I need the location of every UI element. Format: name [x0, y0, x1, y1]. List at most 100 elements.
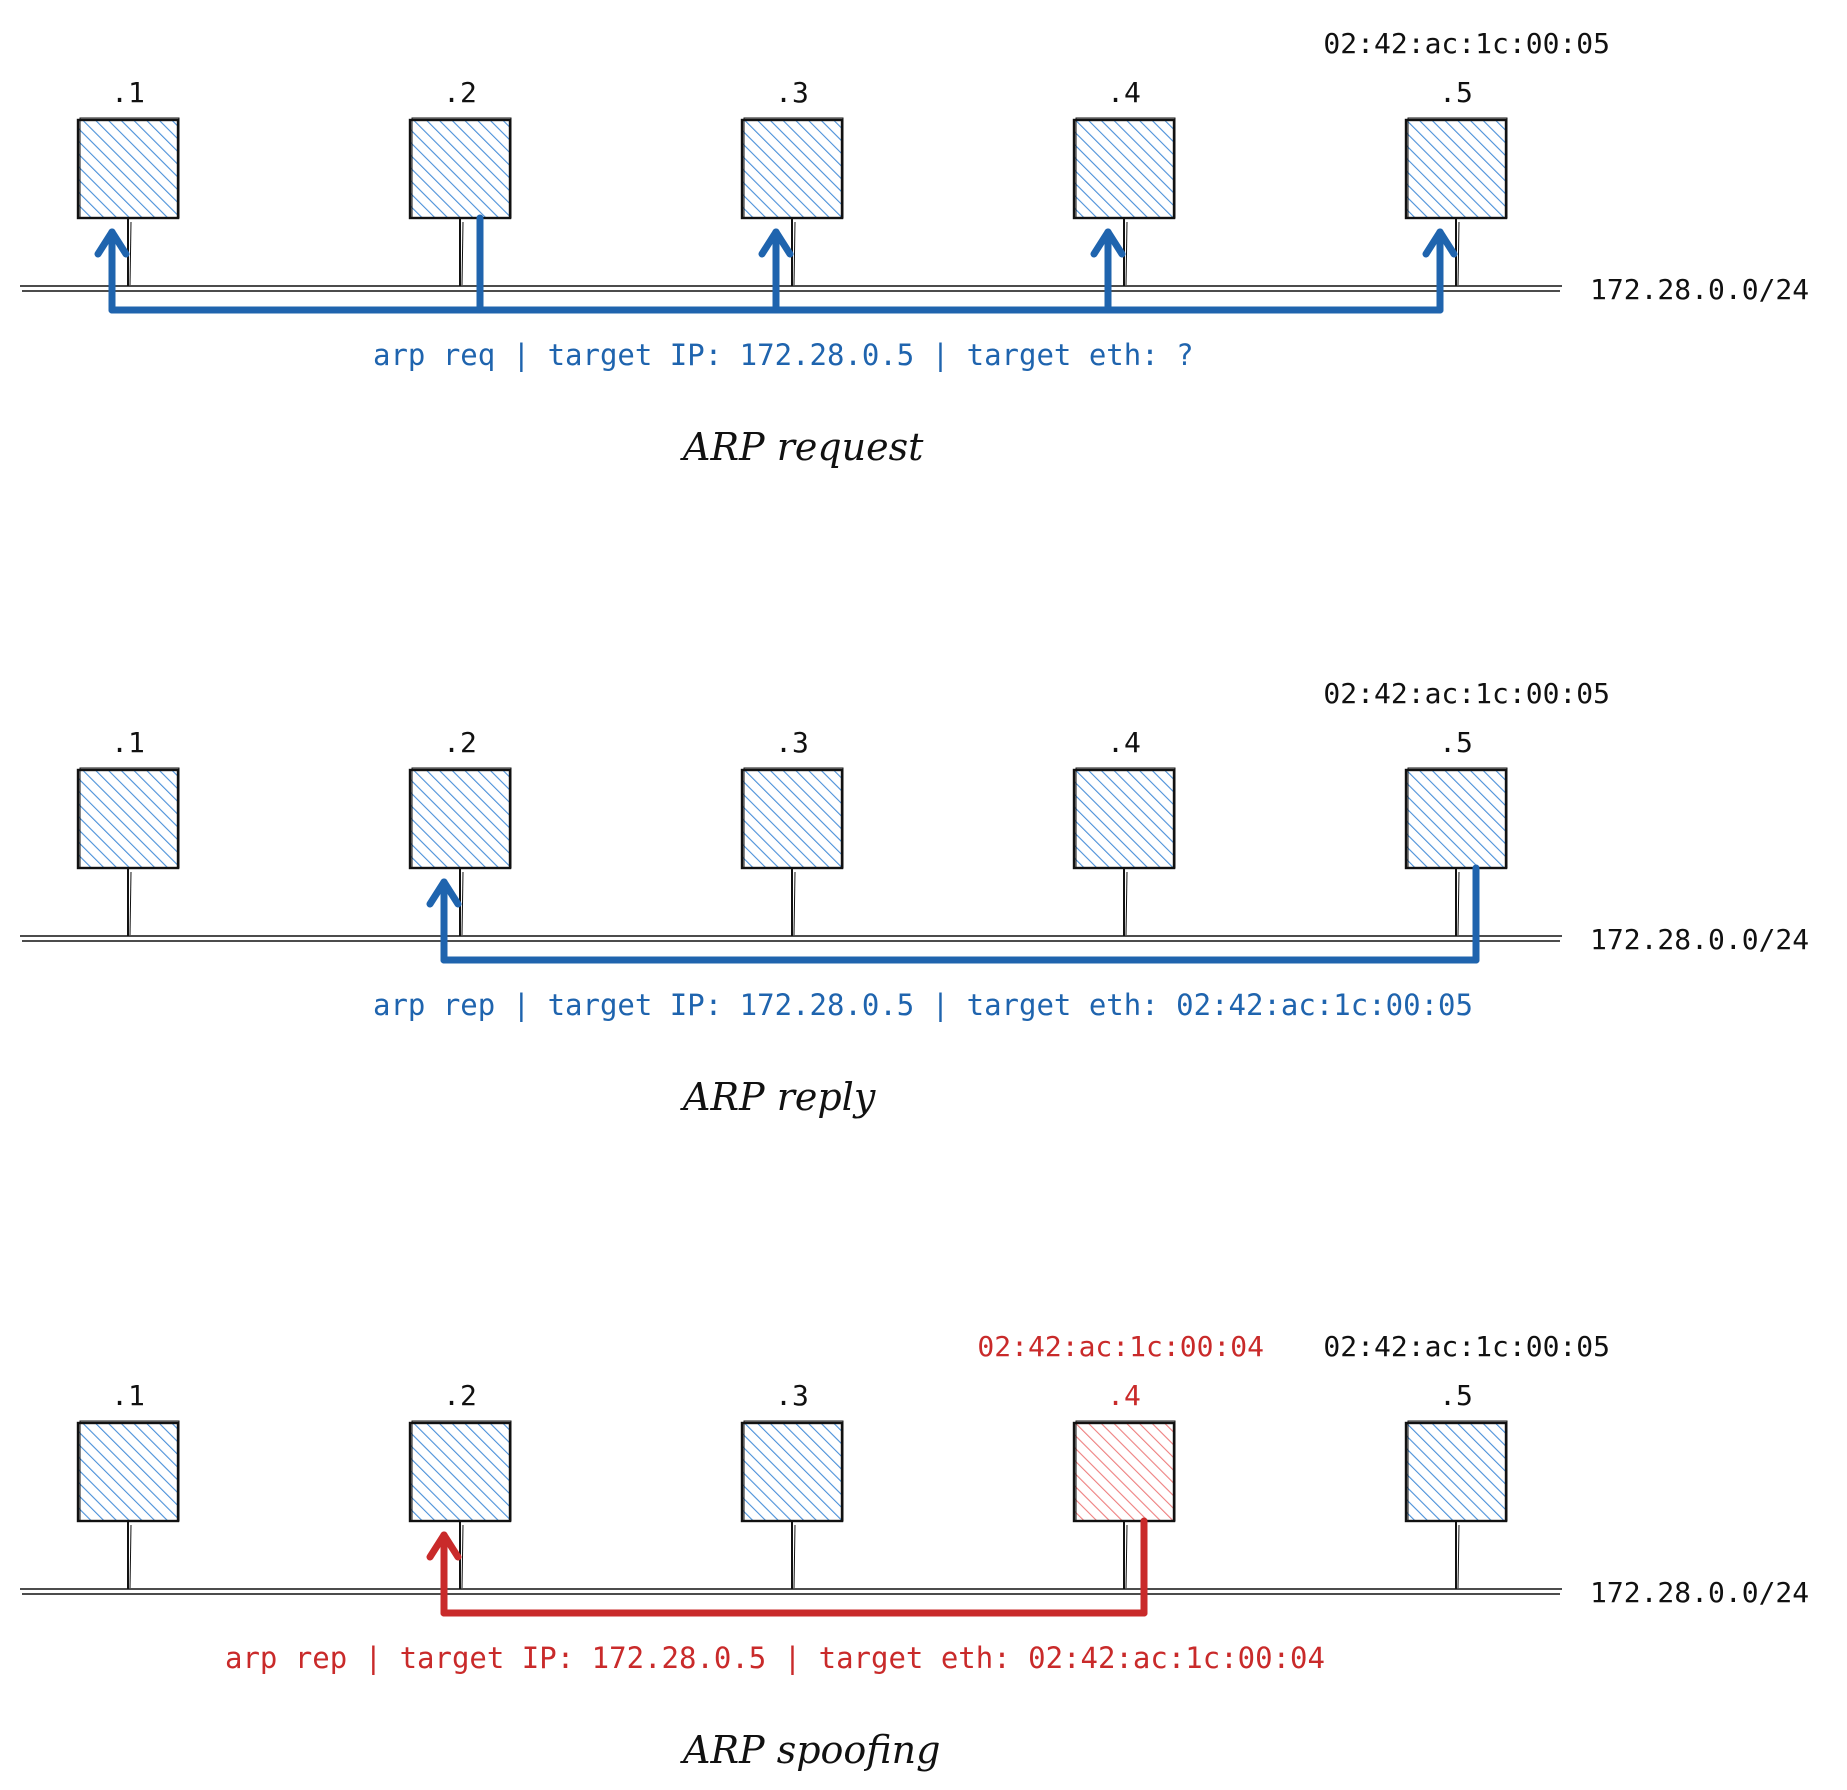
host-box-outline: [411, 1420, 512, 1522]
packet-arrow-head: [426, 1531, 462, 1561]
host-box-outline: [1407, 1420, 1508, 1522]
host-box: [1072, 768, 1176, 870]
host-box: [1072, 1421, 1176, 1523]
host-5: .5: [1404, 726, 1508, 936]
panel-request: 172.28.0.0/24 .1 .2 .3 .4 .5 02:42:ac:1c:00:05…: [20, 27, 1809, 469]
host-stem: [129, 1524, 132, 1589]
host-label: .2: [443, 726, 477, 759]
mac-address-label: 02:42:ac:1c:00:05: [1323, 1330, 1610, 1363]
host-box-outline: [1075, 1420, 1176, 1522]
mac-address-label: 02:42:ac:1c:00:05: [1323, 27, 1610, 60]
packet-arrow-head: [1422, 228, 1458, 258]
packet-arrows: [426, 864, 1480, 964]
host-label: .1: [111, 1379, 145, 1412]
packet-description: arp rep | target IP: 172.28.0.5 | target…: [373, 988, 1473, 1022]
packet-description: arp rep | target IP: 172.28.0.5 | target…: [225, 1641, 1325, 1675]
host-box-outline: [79, 1420, 180, 1522]
packet-arrows: [426, 1517, 1148, 1617]
host-box: [76, 1421, 180, 1523]
host-label: .5: [1439, 76, 1473, 109]
mac-address-label: 02:42:ac:1c:00:05: [1323, 677, 1610, 710]
host-stem: [129, 221, 132, 286]
host-box: [1072, 118, 1176, 220]
host-stem: [461, 221, 464, 286]
network-label: 172.28.0.0/24: [1590, 923, 1809, 956]
host-1: .1: [76, 726, 180, 936]
host-label: .3: [775, 726, 809, 759]
host-box-outline: [411, 117, 512, 219]
panel-caption: ARP reply: [680, 1075, 876, 1119]
host-box: [408, 768, 512, 870]
panel-spoofing: 172.28.0.0/24 .1 .2 .3 .4 .5 02:42:ac:1c:00:04…: [20, 1330, 1809, 1772]
host-label: .5: [1439, 1379, 1473, 1412]
host-box: [740, 1421, 844, 1523]
host-box-outline: [1407, 767, 1508, 869]
host-stem: [793, 221, 796, 286]
panel-caption: ARP request: [680, 425, 924, 469]
host-box: [740, 118, 844, 220]
host-1: .1: [76, 1379, 180, 1589]
panel-reply: 172.28.0.0/24 .1 .2 .3 .4 .5 02:42:ac:1c:00:05…: [20, 677, 1809, 1119]
host-label: .2: [443, 1379, 477, 1412]
host-3: .3: [740, 1379, 844, 1589]
host-4: .4: [1072, 726, 1176, 936]
host-box: [408, 1421, 512, 1523]
host-3: .3: [740, 726, 844, 936]
network-label: 172.28.0.0/24: [1590, 273, 1809, 306]
host-stem: [1457, 221, 1460, 286]
packet-description: arp req | target IP: 172.28.0.5 | target…: [373, 338, 1194, 372]
host-3: .3: [740, 76, 844, 286]
host-label: .4: [1107, 1379, 1141, 1412]
host-stem: [793, 871, 796, 936]
host-4: .4: [1072, 1379, 1176, 1589]
host-label: .5: [1439, 726, 1473, 759]
host-box: [1404, 768, 1508, 870]
host-box-outline: [743, 1420, 844, 1522]
host-2: .2: [408, 76, 512, 286]
packet-arrow-head: [1090, 228, 1126, 258]
packet-arrow-head: [758, 228, 794, 258]
host-box: [408, 118, 512, 220]
host-label: .3: [775, 76, 809, 109]
host-5: .5: [1404, 76, 1508, 286]
host-box-outline: [1075, 767, 1176, 869]
host-label: .3: [775, 1379, 809, 1412]
host-stem: [793, 1524, 796, 1589]
host-box-outline: [1075, 117, 1176, 219]
host-box-outline: [411, 767, 512, 869]
host-box-outline: [743, 117, 844, 219]
host-2: .2: [408, 1379, 512, 1589]
host-label: .1: [111, 76, 145, 109]
host-box: [740, 768, 844, 870]
host-box-outline: [79, 117, 180, 219]
packet-arrow-head: [94, 228, 130, 258]
host-stem: [461, 871, 464, 936]
mac-address-label: 02:42:ac:1c:00:04: [977, 1330, 1264, 1363]
host-box: [1404, 118, 1508, 220]
host-stem: [1457, 1524, 1460, 1589]
host-label: .4: [1107, 76, 1141, 109]
packet-arrows: [94, 214, 1458, 314]
host-box: [1404, 1421, 1508, 1523]
host-2: .2: [408, 726, 512, 936]
host-box-outline: [1407, 117, 1508, 219]
host-label: .4: [1107, 726, 1141, 759]
host-label: .1: [111, 726, 145, 759]
host-box: [76, 768, 180, 870]
host-stem: [1125, 221, 1128, 286]
host-1: .1: [76, 76, 180, 286]
host-4: .4: [1072, 76, 1176, 286]
host-stem: [1125, 1524, 1128, 1589]
host-box-outline: [743, 767, 844, 869]
host-stem: [129, 871, 132, 936]
host-box: [76, 118, 180, 220]
host-stem: [461, 1524, 464, 1589]
host-stem: [1457, 871, 1460, 936]
host-label: .2: [443, 76, 477, 109]
host-5: .5: [1404, 1379, 1508, 1589]
host-stem: [1125, 871, 1128, 936]
network-label: 172.28.0.0/24: [1590, 1576, 1809, 1609]
packet-arrow-head: [426, 878, 462, 908]
